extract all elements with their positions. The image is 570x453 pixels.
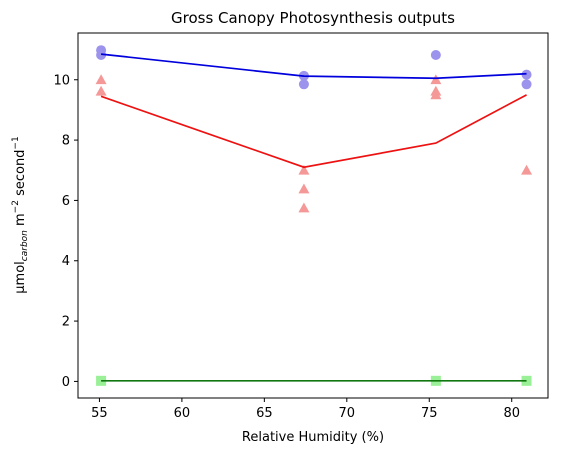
- series-1-line: [100, 53, 527, 80]
- y-axis-title: μmolcarbon m−2 second−1: [11, 136, 30, 293]
- series-1-point: [521, 79, 532, 90]
- y-tick-label: 8: [62, 134, 70, 149]
- plot-area: [95, 45, 533, 386]
- x-tick-label: 70: [339, 406, 356, 421]
- series-2-point: [298, 202, 310, 213]
- y-axis-title-sup1: −2: [11, 200, 21, 213]
- series-1-point: [298, 79, 309, 90]
- series-2-point: [95, 85, 107, 96]
- chart-title: Gross Canopy Photosynthesis outputs: [171, 9, 455, 27]
- x-tick-label: 80: [503, 406, 520, 421]
- x-tick-label: 55: [91, 406, 108, 421]
- y-axis-title-middle: m: [13, 213, 28, 230]
- y-axis: 0 2 4 6 8 10: [53, 73, 78, 390]
- y-tick-label: 10: [53, 73, 70, 88]
- series-1-point: [430, 50, 441, 61]
- series-2-line: [100, 94, 527, 169]
- y-axis-title-prefix: μmol: [13, 261, 28, 294]
- plot-frame: [77, 32, 549, 399]
- series-2-point: [298, 183, 310, 194]
- series-1-point: [96, 50, 107, 61]
- series-1-point: [521, 69, 532, 80]
- y-tick-label: 2: [62, 315, 70, 330]
- y-axis-title-suffix: second: [13, 150, 28, 201]
- y-tick-label: 6: [62, 194, 70, 209]
- series-2-point: [430, 89, 442, 100]
- x-tick-label: 75: [421, 406, 438, 421]
- y-axis-title-subscript: carbon: [20, 230, 30, 261]
- series-2-point: [298, 164, 310, 175]
- y-axis-title-sup2: −1: [11, 136, 21, 149]
- series-2-point: [430, 74, 442, 85]
- x-tick-label: 60: [174, 406, 191, 421]
- x-tick-label: 65: [256, 406, 273, 421]
- series-2-point: [521, 164, 533, 175]
- series-2-point: [95, 74, 107, 85]
- x-axis: 55 60 65 70 75 80: [91, 398, 520, 421]
- y-tick-label: 0: [62, 375, 70, 390]
- y-tick-label: 4: [62, 254, 70, 269]
- x-axis-title: Relative Humidity (%): [242, 430, 384, 445]
